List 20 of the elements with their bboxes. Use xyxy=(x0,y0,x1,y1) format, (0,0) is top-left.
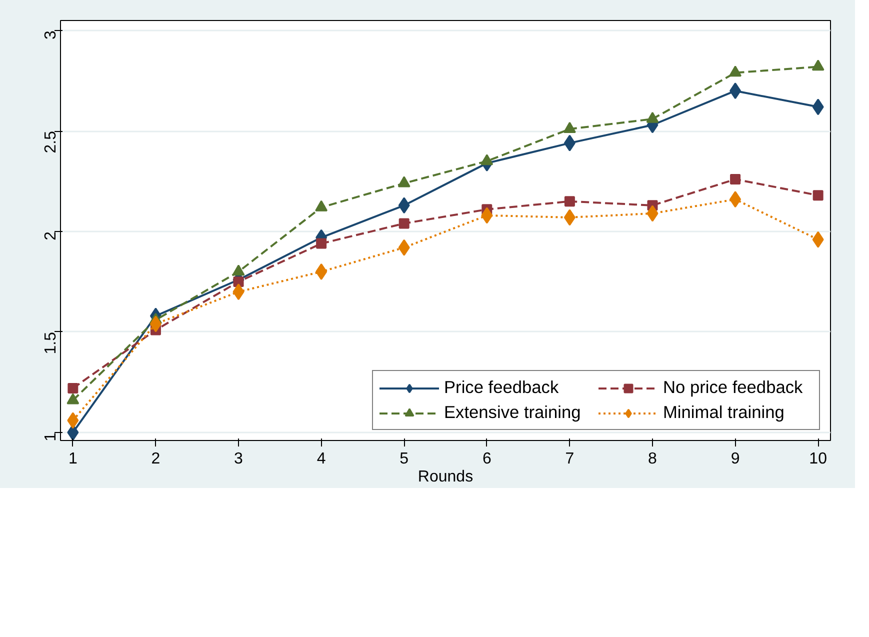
y-tick-label: 1.5 xyxy=(42,332,60,354)
x-tick-label: 8 xyxy=(648,450,658,468)
x-tick-label: 2 xyxy=(151,450,160,468)
x-tick-label: 1 xyxy=(68,450,78,468)
x-axis-title: Rounds xyxy=(418,468,474,486)
legend-label: Extensive training xyxy=(444,402,582,423)
legend-label: Price feedback xyxy=(444,377,560,398)
x-tick-label: 6 xyxy=(482,450,492,468)
y-tick-label: 1 xyxy=(42,432,60,442)
x-tick-label: 10 xyxy=(809,450,828,468)
x-tick-label: 4 xyxy=(316,450,326,468)
y-tick-label: 2 xyxy=(42,231,60,240)
legend-label: No price feedback xyxy=(663,377,804,398)
x-tick-label: 3 xyxy=(234,450,244,468)
x-tick-label: 9 xyxy=(730,450,740,468)
legend-label: Minimal training xyxy=(663,402,786,423)
y-tick-label: 3 xyxy=(42,30,60,40)
x-tick-label: 7 xyxy=(565,450,574,468)
y-tick-label: 2.5 xyxy=(42,130,60,154)
x-tick-label: 5 xyxy=(400,450,409,468)
